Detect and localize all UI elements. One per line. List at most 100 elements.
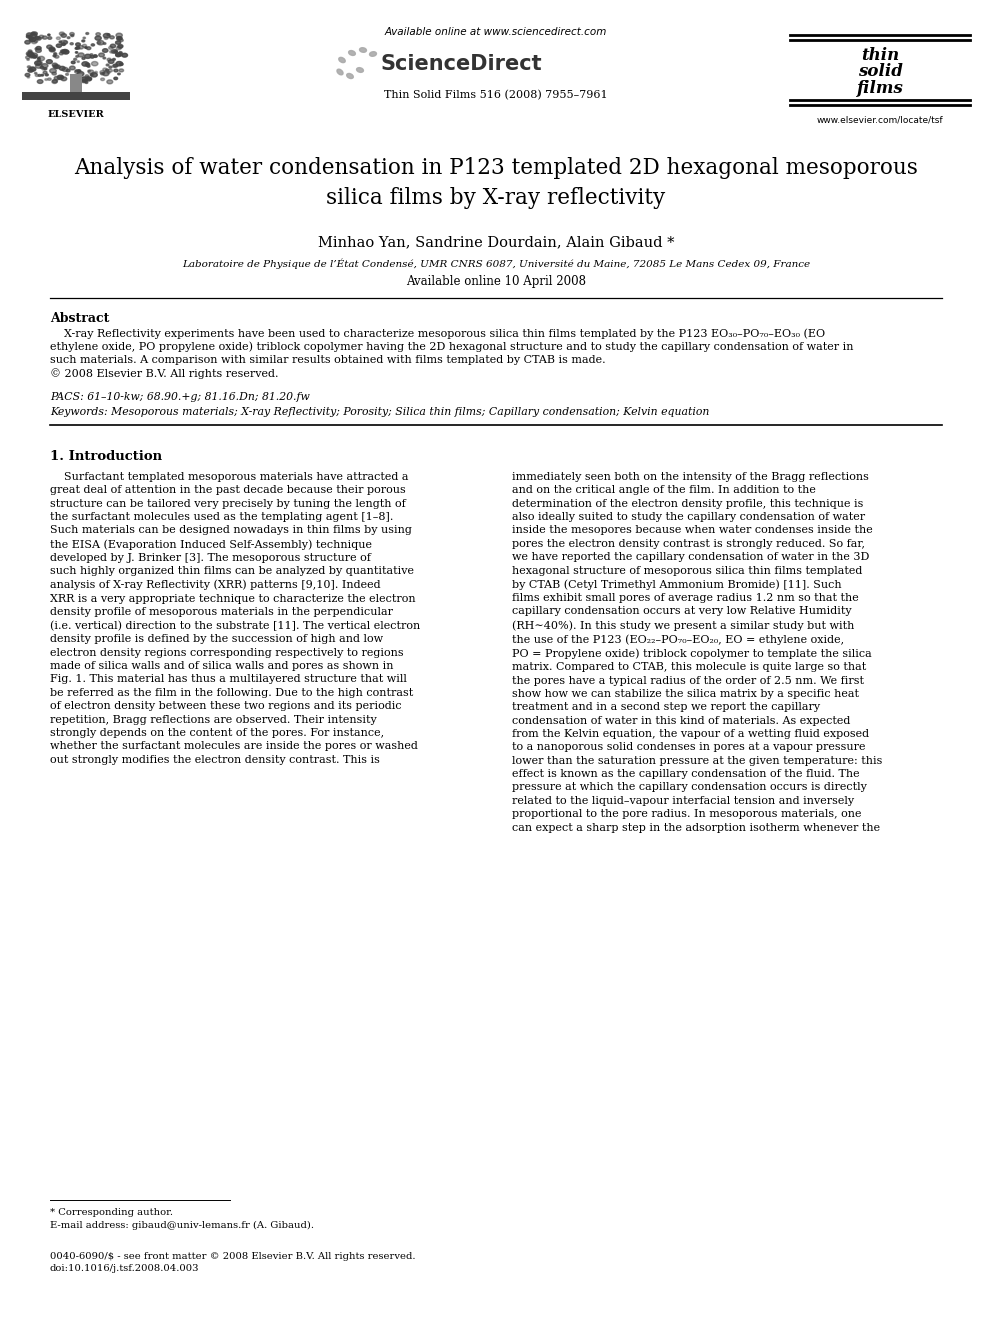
Ellipse shape: [29, 52, 34, 56]
Ellipse shape: [103, 57, 106, 60]
Text: www.elsevier.com/locate/tsf: www.elsevier.com/locate/tsf: [816, 115, 943, 124]
Ellipse shape: [53, 79, 58, 83]
Ellipse shape: [95, 36, 101, 40]
Ellipse shape: [118, 45, 123, 48]
Ellipse shape: [91, 73, 94, 75]
Ellipse shape: [62, 50, 68, 54]
Ellipse shape: [82, 62, 88, 66]
Ellipse shape: [43, 71, 47, 74]
Ellipse shape: [38, 79, 43, 83]
Ellipse shape: [60, 41, 62, 42]
Ellipse shape: [115, 41, 121, 44]
Ellipse shape: [102, 71, 109, 75]
Ellipse shape: [84, 54, 91, 58]
Ellipse shape: [55, 56, 59, 58]
Ellipse shape: [86, 77, 89, 79]
Ellipse shape: [85, 77, 91, 81]
Ellipse shape: [32, 32, 37, 36]
Ellipse shape: [116, 46, 121, 50]
Ellipse shape: [26, 56, 30, 58]
Ellipse shape: [28, 53, 33, 57]
Ellipse shape: [28, 69, 34, 73]
Ellipse shape: [57, 44, 62, 48]
Ellipse shape: [116, 33, 122, 37]
Ellipse shape: [53, 64, 58, 66]
Ellipse shape: [50, 48, 56, 52]
Ellipse shape: [33, 56, 37, 58]
Ellipse shape: [81, 79, 86, 82]
Ellipse shape: [118, 37, 122, 40]
Ellipse shape: [35, 48, 38, 50]
Ellipse shape: [77, 79, 81, 82]
Ellipse shape: [30, 54, 35, 58]
Ellipse shape: [62, 42, 65, 45]
Ellipse shape: [93, 56, 97, 57]
Ellipse shape: [74, 70, 79, 73]
Text: 1. Introduction: 1. Introduction: [50, 450, 162, 463]
Ellipse shape: [107, 79, 113, 83]
Ellipse shape: [85, 82, 87, 83]
Ellipse shape: [69, 66, 75, 70]
Ellipse shape: [32, 40, 37, 44]
Ellipse shape: [67, 37, 70, 38]
Ellipse shape: [27, 52, 33, 56]
Ellipse shape: [60, 66, 65, 70]
Ellipse shape: [54, 53, 57, 56]
Ellipse shape: [37, 37, 42, 40]
Ellipse shape: [113, 50, 117, 53]
Text: * Corresponding author.: * Corresponding author.: [50, 1208, 173, 1217]
Ellipse shape: [106, 64, 109, 66]
Ellipse shape: [359, 48, 366, 53]
Ellipse shape: [30, 38, 36, 42]
Ellipse shape: [370, 52, 377, 57]
Ellipse shape: [103, 67, 107, 71]
Ellipse shape: [97, 41, 101, 44]
Ellipse shape: [100, 70, 105, 74]
Ellipse shape: [48, 78, 52, 81]
Ellipse shape: [112, 65, 116, 67]
Ellipse shape: [60, 77, 62, 78]
Ellipse shape: [83, 37, 85, 38]
Ellipse shape: [84, 46, 87, 49]
Text: Analysis of water condensation in P123 templated 2D hexagonal mesoporous: Analysis of water condensation in P123 t…: [74, 157, 918, 179]
Ellipse shape: [69, 33, 74, 36]
Ellipse shape: [90, 54, 93, 56]
Ellipse shape: [46, 74, 49, 75]
Ellipse shape: [71, 61, 75, 64]
Ellipse shape: [102, 49, 108, 53]
Ellipse shape: [28, 50, 32, 53]
Text: Minhao Yan, Sandrine Dourdain, Alain Gibaud *: Minhao Yan, Sandrine Dourdain, Alain Gib…: [317, 235, 675, 249]
Text: ethylene oxide, PO propylene oxide) triblock copolymer having the 2D hexagonal s: ethylene oxide, PO propylene oxide) trib…: [50, 341, 853, 352]
Text: E-mail address: gibaud@univ-lemans.fr (A. Gibaud).: E-mail address: gibaud@univ-lemans.fr (A…: [50, 1221, 314, 1230]
Ellipse shape: [81, 77, 87, 81]
Text: ScienceDirect: ScienceDirect: [380, 54, 542, 74]
Ellipse shape: [97, 41, 104, 45]
Ellipse shape: [93, 54, 96, 57]
Ellipse shape: [38, 74, 41, 77]
Ellipse shape: [70, 34, 73, 37]
Text: such materials. A comparison with similar results obtained with films templated : such materials. A comparison with simila…: [50, 355, 606, 365]
Ellipse shape: [38, 60, 41, 61]
Ellipse shape: [117, 38, 120, 41]
Ellipse shape: [118, 53, 123, 56]
Ellipse shape: [78, 45, 83, 49]
Ellipse shape: [108, 60, 114, 64]
Ellipse shape: [119, 64, 123, 65]
Ellipse shape: [100, 73, 104, 75]
Ellipse shape: [65, 73, 68, 75]
Ellipse shape: [28, 66, 31, 67]
Ellipse shape: [122, 53, 128, 57]
Ellipse shape: [110, 36, 114, 38]
Ellipse shape: [31, 54, 35, 57]
Ellipse shape: [61, 77, 66, 81]
Ellipse shape: [338, 57, 345, 62]
Ellipse shape: [27, 36, 31, 38]
Ellipse shape: [107, 34, 110, 36]
Ellipse shape: [36, 46, 41, 50]
Ellipse shape: [118, 73, 120, 75]
Ellipse shape: [91, 73, 97, 77]
Text: thin
solid
films: thin solid films: [856, 48, 904, 97]
Ellipse shape: [114, 69, 118, 71]
Ellipse shape: [61, 40, 67, 45]
Bar: [22, 93, 130, 101]
